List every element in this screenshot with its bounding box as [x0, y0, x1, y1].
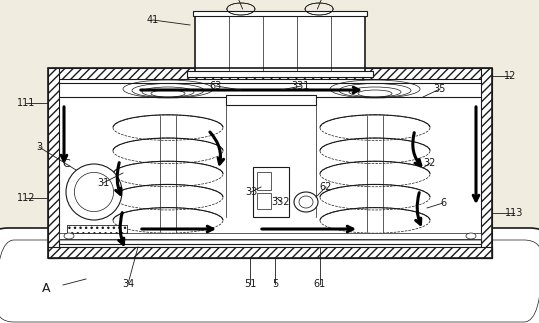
- Bar: [59, 79, 481, 247]
- Text: 62: 62: [320, 182, 332, 192]
- Bar: [67, 225, 127, 233]
- Text: 61: 61: [314, 279, 326, 289]
- Bar: [59, 233, 481, 239]
- FancyBboxPatch shape: [0, 228, 539, 323]
- Text: 332: 332: [272, 197, 290, 207]
- Text: 111: 111: [17, 98, 35, 108]
- Bar: [48, 247, 492, 258]
- Text: A: A: [42, 283, 50, 296]
- Text: 35: 35: [434, 84, 446, 94]
- Bar: [226, 95, 316, 105]
- Text: 51: 51: [244, 279, 256, 289]
- Text: 34: 34: [122, 279, 134, 289]
- Ellipse shape: [74, 172, 114, 212]
- Text: 3: 3: [36, 142, 42, 152]
- Text: 42: 42: [231, 0, 244, 2]
- Bar: [257, 193, 271, 209]
- Ellipse shape: [294, 192, 318, 212]
- Text: 62: 62: [316, 0, 329, 2]
- Text: 112: 112: [17, 193, 35, 203]
- Bar: [195, 13, 365, 75]
- Ellipse shape: [66, 164, 122, 220]
- Text: 32: 32: [424, 158, 436, 168]
- Bar: [67, 225, 127, 233]
- Text: 331: 331: [292, 81, 310, 91]
- Text: 63: 63: [210, 81, 222, 91]
- Bar: [481, 68, 492, 258]
- Bar: [48, 68, 492, 79]
- Bar: [48, 68, 492, 258]
- Text: C: C: [62, 159, 70, 169]
- Ellipse shape: [299, 196, 313, 208]
- Text: 113: 113: [505, 208, 523, 218]
- Text: 31: 31: [97, 178, 109, 188]
- Ellipse shape: [64, 233, 74, 239]
- Bar: [257, 172, 271, 190]
- Bar: [187, 71, 373, 77]
- Bar: [48, 68, 59, 258]
- Text: 5: 5: [272, 279, 278, 289]
- Ellipse shape: [466, 233, 476, 239]
- Text: 41: 41: [147, 15, 159, 25]
- Bar: [193, 11, 367, 16]
- Text: 12: 12: [504, 71, 516, 81]
- Text: 33: 33: [245, 187, 257, 197]
- Bar: [253, 167, 289, 217]
- Bar: [48, 247, 492, 258]
- Text: 6: 6: [440, 198, 446, 208]
